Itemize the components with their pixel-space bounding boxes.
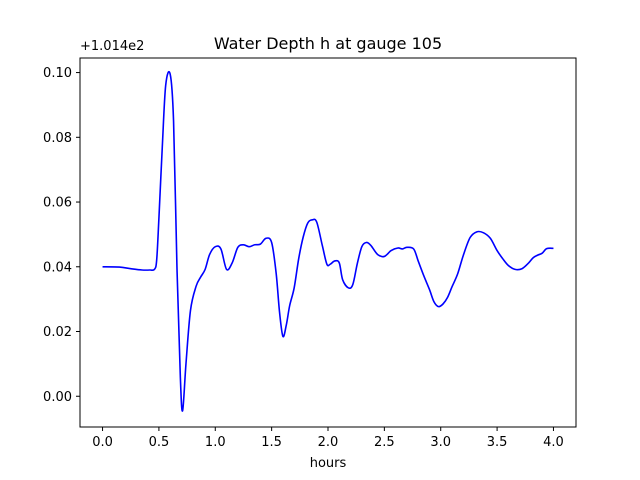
x-tick-label: 1.0 <box>205 435 226 450</box>
y-axis-ticks: 0.00 0.02 0.04 0.06 0.08 0.10 <box>43 66 80 405</box>
x-axis-ticks: 0.0 0.5 1.0 1.5 2.0 2.5 3.0 3.5 4.0 <box>92 427 564 450</box>
y-tick-label: 0.02 <box>43 325 72 340</box>
series-line <box>102 70 554 412</box>
plot-frame <box>79 57 577 428</box>
series-layer <box>102 70 554 412</box>
x-tick-label: 1.5 <box>261 435 282 450</box>
y-tick-label: 0.06 <box>43 196 72 211</box>
x-axis-label: hours <box>310 456 347 471</box>
chart-title: Water Depth h at gauge 105 <box>214 34 442 53</box>
y-tick-label: 0.04 <box>43 260 72 275</box>
y-offset-label: +1.014e2 <box>80 39 144 54</box>
x-tick-label: 0.5 <box>149 435 170 450</box>
x-tick-label: 3.5 <box>487 435 508 450</box>
x-tick-label: 2.5 <box>374 435 395 450</box>
x-tick-label: 4.0 <box>543 435 564 450</box>
y-tick-label: 0.10 <box>43 66 72 81</box>
x-tick-label: 3.0 <box>430 435 451 450</box>
y-tick-label: 0.00 <box>43 390 72 405</box>
x-tick-label: 0.0 <box>92 435 113 450</box>
y-tick-label: 0.08 <box>43 131 72 146</box>
x-tick-label: 2.0 <box>318 435 339 450</box>
